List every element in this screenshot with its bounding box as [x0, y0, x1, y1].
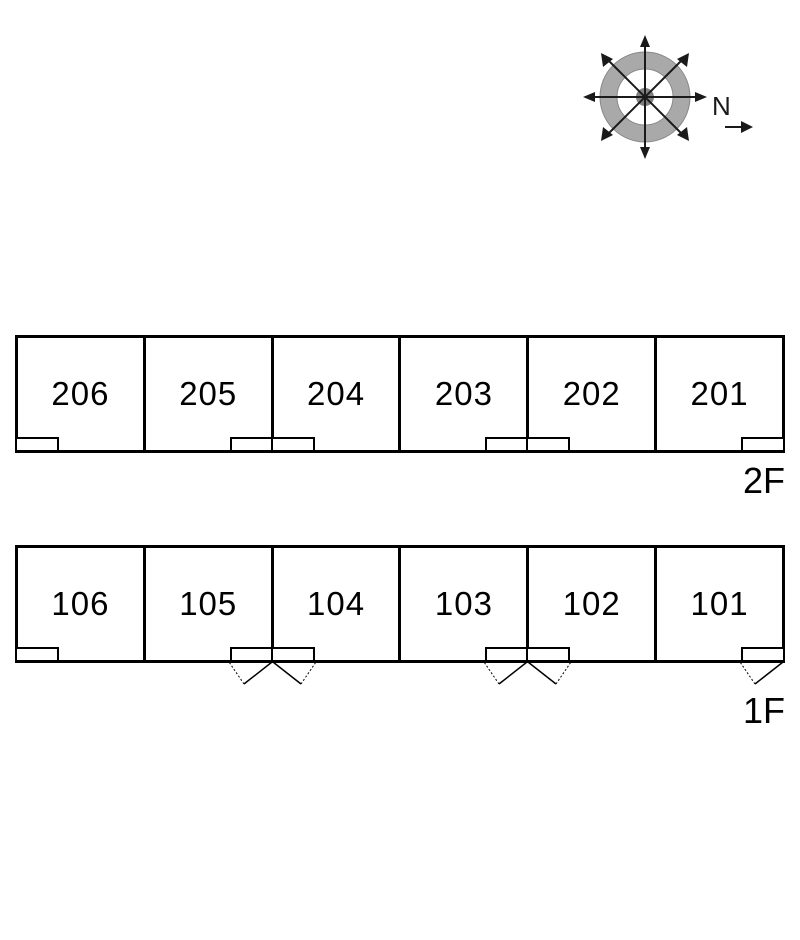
- room-101: 101: [657, 548, 782, 660]
- room-206: 206: [18, 338, 146, 450]
- floor-1-label: 1F: [743, 690, 785, 732]
- door-sill: [485, 437, 529, 453]
- room-201: 201: [657, 338, 782, 450]
- room-number: 106: [51, 585, 109, 623]
- room-104: 104: [274, 548, 402, 660]
- door-swing-icon: [224, 662, 274, 688]
- compass-n-label: N: [712, 91, 731, 121]
- room-102: 102: [529, 548, 657, 660]
- room-number: 102: [563, 585, 621, 623]
- room-202: 202: [529, 338, 657, 450]
- door-sill: [741, 437, 785, 453]
- room-number: 104: [307, 585, 365, 623]
- door-sill: [526, 647, 570, 663]
- room-205: 205: [146, 338, 274, 450]
- door-sill: [526, 437, 570, 453]
- door-sill: [485, 647, 529, 663]
- room-number: 105: [179, 585, 237, 623]
- door-sill: [230, 647, 274, 663]
- door-sill: [741, 647, 785, 663]
- floor-2-rooms: 206 205 204 203 202 201: [15, 335, 785, 453]
- door-sill: [230, 437, 274, 453]
- floor-1-block: 106 105 104 103 102: [15, 545, 785, 663]
- room-203: 203: [401, 338, 529, 450]
- room-number: 205: [179, 375, 237, 413]
- room-number: 206: [51, 375, 109, 413]
- room-number: 201: [691, 375, 749, 413]
- door-swing-icon: [526, 662, 576, 688]
- floor-2-label: 2F: [743, 460, 785, 502]
- door-sill: [15, 437, 59, 453]
- door-swing-icon: [735, 662, 785, 688]
- room-number: 203: [435, 375, 493, 413]
- room-106: 106: [18, 548, 146, 660]
- door-sill: [271, 647, 315, 663]
- room-204: 204: [274, 338, 402, 450]
- room-number: 202: [563, 375, 621, 413]
- room-number: 204: [307, 375, 365, 413]
- door-sill: [15, 647, 59, 663]
- door-swing-icon: [479, 662, 529, 688]
- room-number: 101: [691, 585, 749, 623]
- floor-1-rooms: 106 105 104 103 102: [15, 545, 785, 663]
- room-number: 103: [435, 585, 493, 623]
- floor-2-block: 206 205 204 203 202 201: [15, 335, 785, 453]
- door-swing-icon: [271, 662, 321, 688]
- door-sill: [271, 437, 315, 453]
- room-105: 105: [146, 548, 274, 660]
- room-103: 103: [401, 548, 529, 660]
- compass-icon: N: [575, 35, 755, 170]
